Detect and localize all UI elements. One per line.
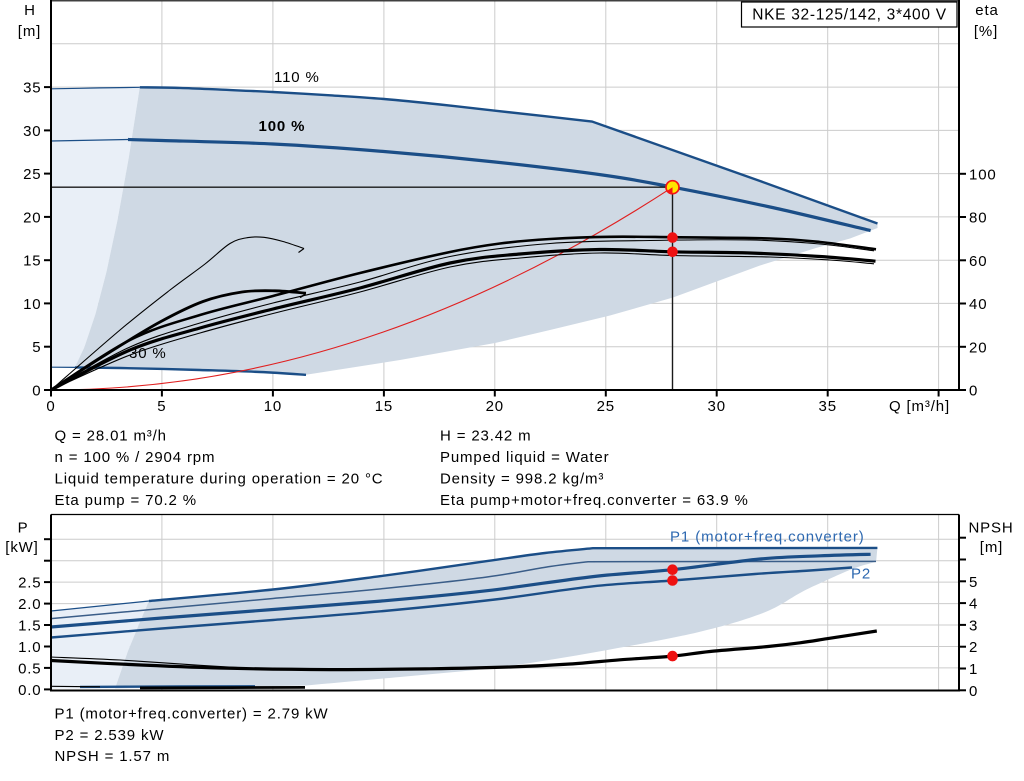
svg-text:P1 (motor+freq.converter) = 2.: P1 (motor+freq.converter) = 2.79 kW	[55, 705, 329, 722]
svg-text:P2 = 2.539 kW: P2 = 2.539 kW	[55, 727, 165, 744]
svg-text:P2: P2	[851, 566, 871, 583]
svg-text:5: 5	[969, 574, 978, 591]
svg-text:2.0: 2.0	[18, 596, 41, 613]
svg-text:3: 3	[969, 617, 978, 634]
svg-text:P1 (motor+freq.converter): P1 (motor+freq.converter)	[670, 529, 865, 546]
svg-text:15: 15	[23, 253, 41, 270]
svg-text:NPSH: NPSH	[968, 520, 1013, 537]
svg-text:1: 1	[969, 661, 978, 678]
svg-text:n = 100 % / 2904 rpm: n = 100 % / 2904 rpm	[55, 449, 216, 466]
svg-text:35: 35	[23, 80, 41, 97]
svg-text:40: 40	[969, 296, 987, 313]
svg-text:0.0: 0.0	[18, 682, 41, 699]
svg-text:0: 0	[969, 383, 978, 400]
svg-text:5: 5	[157, 398, 166, 415]
svg-text:0: 0	[32, 383, 41, 400]
svg-text:10: 10	[23, 296, 41, 313]
svg-text:Eta pump+motor+freq.converter: Eta pump+motor+freq.converter = 63.9 %	[440, 492, 749, 509]
svg-text:0: 0	[46, 398, 55, 415]
svg-text:30: 30	[23, 123, 41, 140]
svg-text:NPSH = 1.57 m: NPSH = 1.57 m	[55, 748, 171, 765]
svg-text:20: 20	[969, 339, 987, 356]
svg-text:2.5: 2.5	[18, 575, 41, 592]
svg-text:30 %: 30 %	[129, 345, 167, 362]
svg-text:Pumped liquid = Water: Pumped liquid = Water	[440, 449, 609, 466]
svg-text:10: 10	[264, 398, 282, 415]
svg-text:110 %: 110 %	[274, 69, 320, 86]
svg-text:20: 20	[486, 398, 504, 415]
svg-text:20: 20	[23, 209, 41, 226]
svg-text:4: 4	[969, 596, 978, 613]
svg-text:Q [m³/h]: Q [m³/h]	[889, 398, 950, 415]
svg-text:80: 80	[969, 210, 987, 227]
svg-text:35: 35	[819, 398, 837, 415]
svg-text:Q = 28.01 m³/h: Q = 28.01 m³/h	[55, 428, 167, 445]
svg-text:0: 0	[969, 683, 978, 700]
svg-text:60: 60	[969, 253, 987, 270]
svg-text:25: 25	[597, 398, 615, 415]
svg-text:Eta pump = 70.2 %: Eta pump = 70.2 %	[55, 492, 197, 509]
svg-text:Liquid temperature during oper: Liquid temperature during operation = 20…	[55, 470, 384, 487]
svg-text:eta: eta	[975, 2, 998, 19]
svg-text:0.5: 0.5	[18, 660, 41, 677]
svg-text:NKE 32-125/142, 3*400 V: NKE 32-125/142, 3*400 V	[752, 7, 946, 24]
svg-text:[kW]: [kW]	[5, 539, 38, 556]
svg-text:100: 100	[969, 166, 997, 183]
svg-text:2: 2	[969, 639, 978, 656]
svg-text:Density = 998.2 kg/m³: Density = 998.2 kg/m³	[440, 470, 604, 487]
svg-text:[m]: [m]	[980, 539, 1003, 556]
svg-text:[%]: [%]	[974, 23, 998, 40]
svg-text:30: 30	[708, 398, 726, 415]
svg-text:25: 25	[23, 166, 41, 183]
svg-text:1.0: 1.0	[18, 639, 41, 656]
svg-text:H = 23.42 m: H = 23.42 m	[440, 428, 531, 445]
svg-text:H: H	[24, 2, 36, 19]
svg-text:15: 15	[375, 398, 393, 415]
svg-text:5: 5	[32, 339, 41, 356]
svg-text:100 %: 100 %	[259, 118, 306, 135]
svg-text:[m]: [m]	[18, 23, 41, 40]
svg-text:1.5: 1.5	[18, 618, 41, 635]
svg-text:P: P	[18, 520, 29, 537]
